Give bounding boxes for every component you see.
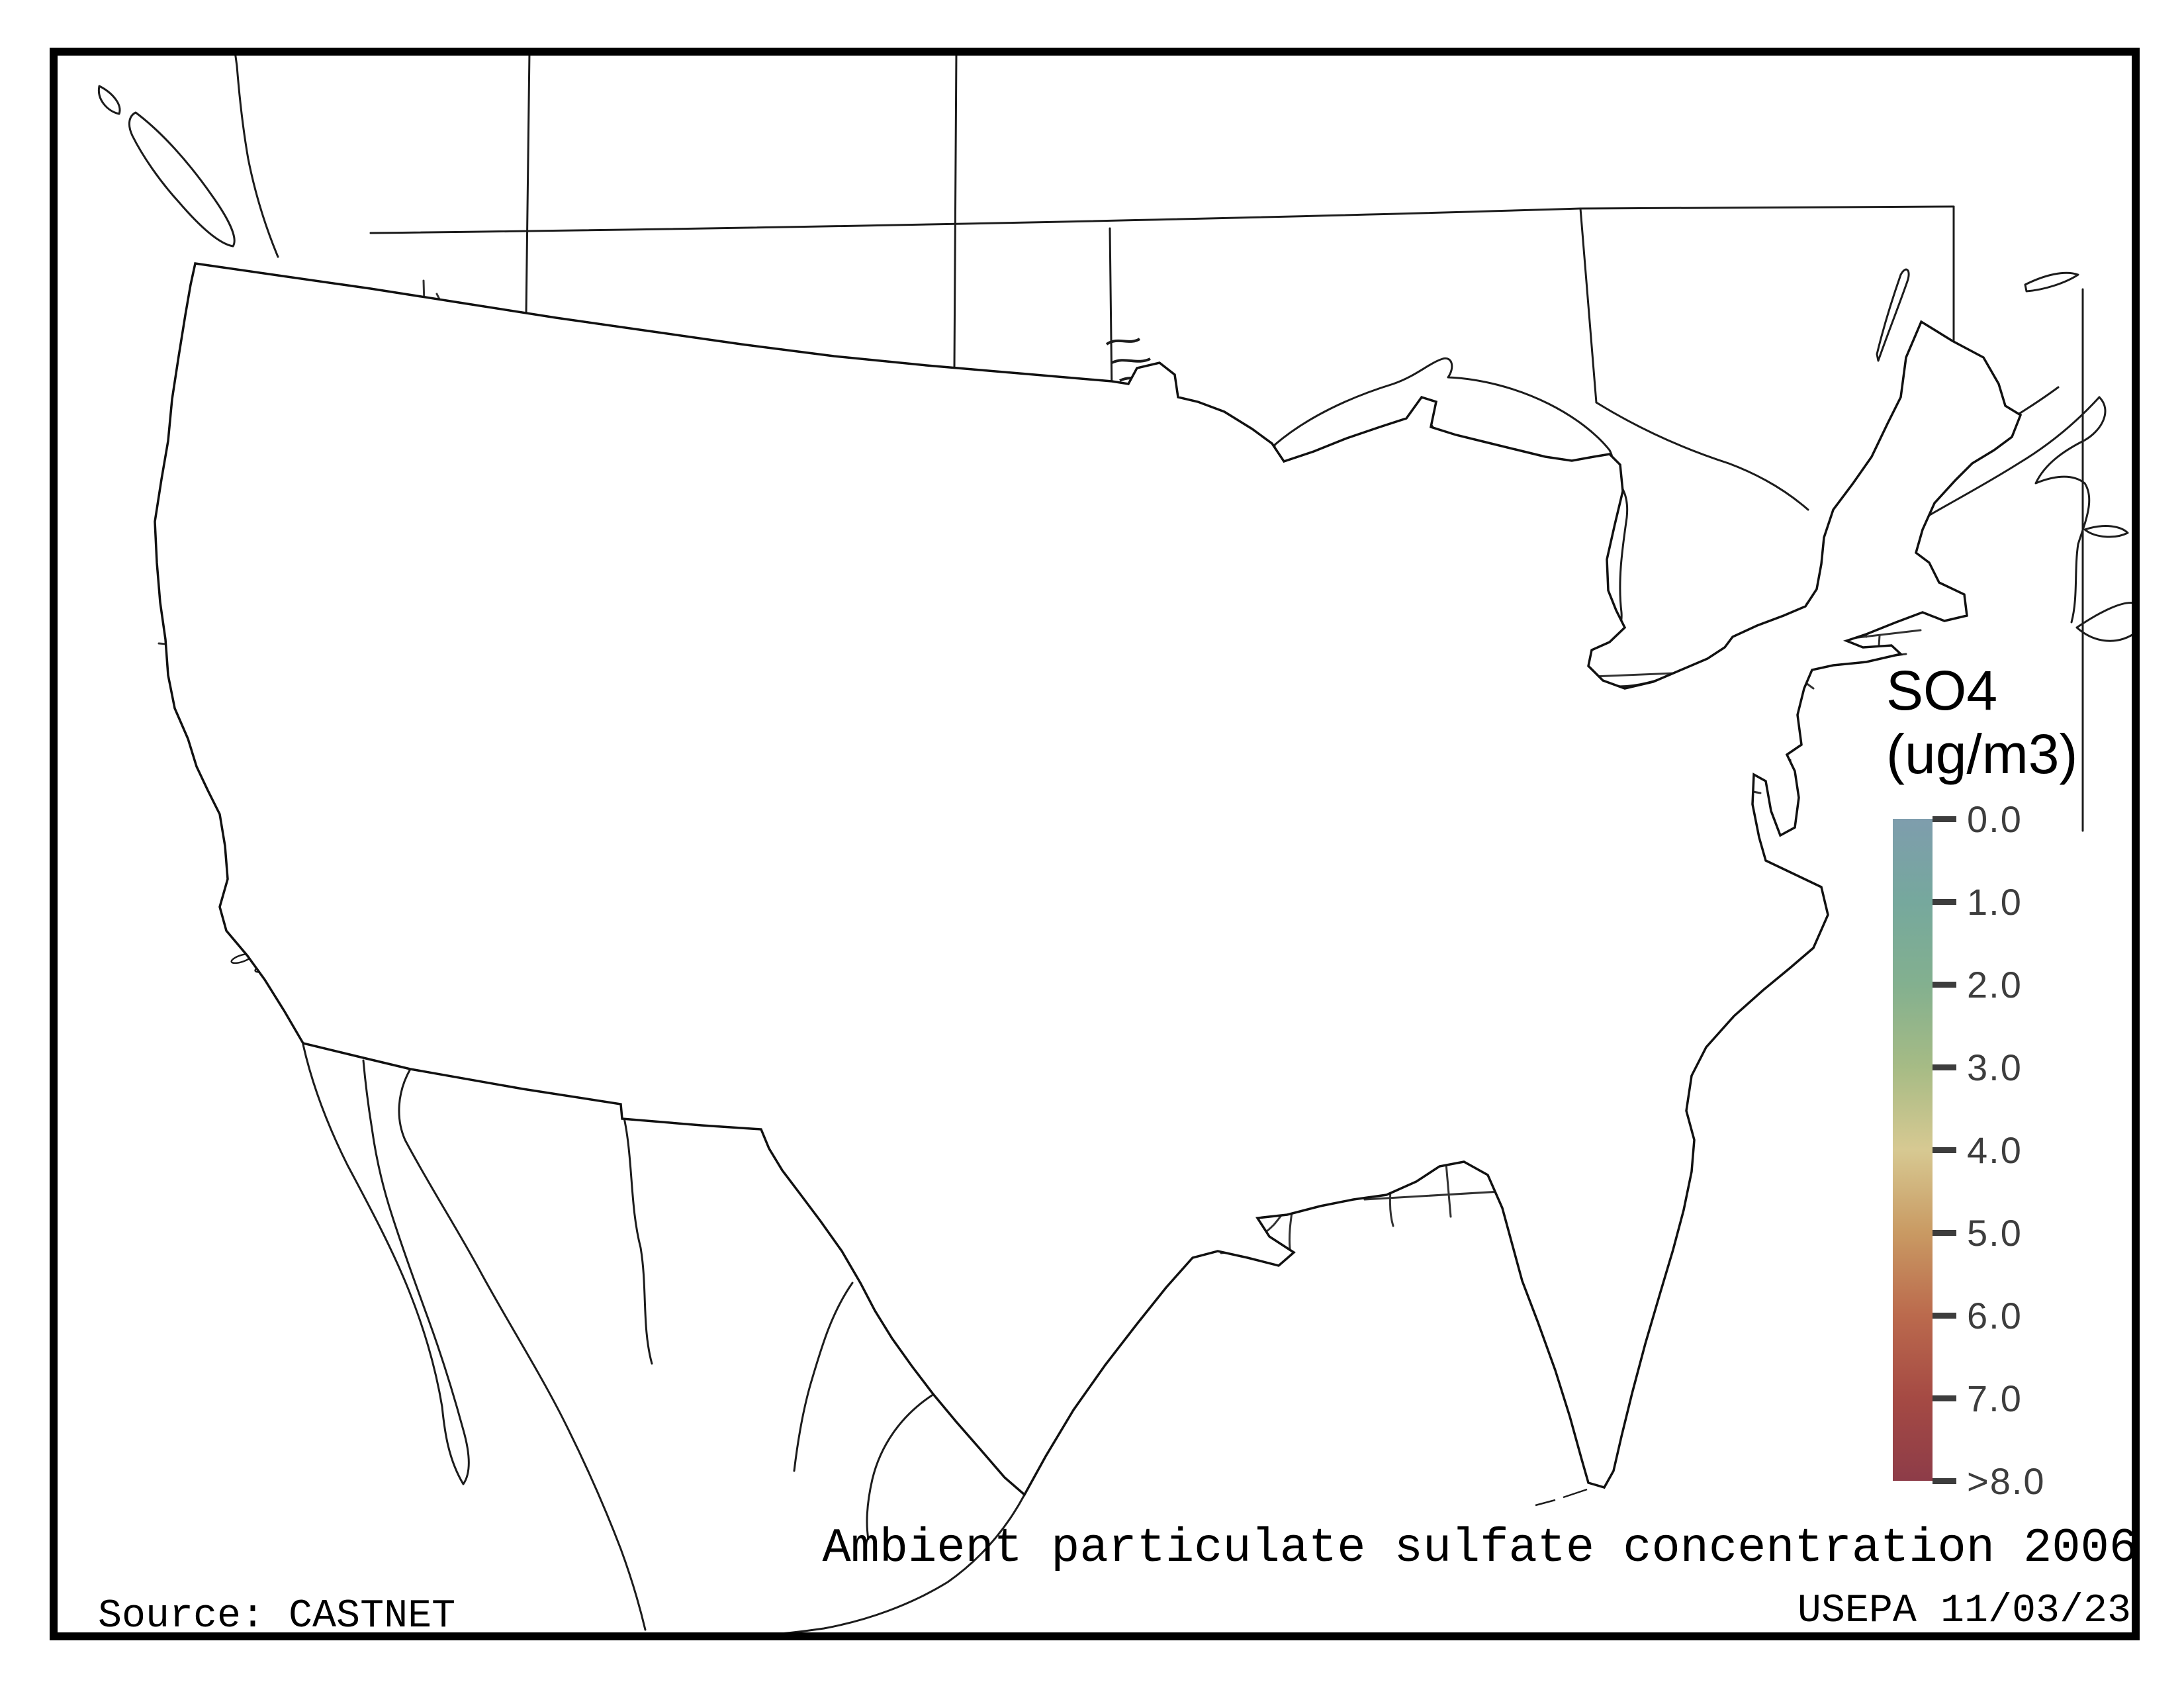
tick-label: 7.0 <box>1967 1378 2023 1419</box>
legend-title-line1: SO4 <box>1886 659 1998 722</box>
tick-label: 1.0 <box>1967 881 2023 923</box>
tick-dash <box>1933 1064 1956 1070</box>
tick-label: 4.0 <box>1967 1129 2023 1171</box>
tick-dash <box>1933 899 1956 905</box>
tick-label: 5.0 <box>1967 1212 2023 1254</box>
mexico-outline <box>302 1043 1026 1639</box>
map-title: Ambient particulate sulfate concentratio… <box>822 1521 2138 1575</box>
tick-dash <box>1933 1230 1956 1236</box>
plot-frame <box>50 48 2140 1640</box>
tick-dash <box>1933 816 1956 822</box>
tick-dash <box>1933 1478 1956 1484</box>
tick-label: 2.0 <box>1967 964 2023 1006</box>
source-credit: Source: CASTNET <box>98 1594 456 1639</box>
legend-title: SO4 (ug/m3) <box>1886 659 2077 786</box>
tick-dash <box>1933 1395 1956 1401</box>
tick-label: 0.0 <box>1967 798 2023 840</box>
tick-dash <box>1933 982 1956 988</box>
legend-title-line2: (ug/m3) <box>1886 723 2078 785</box>
tick-dash <box>1933 1147 1956 1153</box>
tick-label: >8.0 <box>1967 1460 2046 1502</box>
tick-label: 6.0 <box>1967 1295 2023 1336</box>
tick-label: 3.0 <box>1967 1047 2023 1088</box>
tick-dash <box>1933 1313 1956 1319</box>
agency-date: USEPA 11/03/23 <box>1797 1589 2131 1634</box>
legend-colorbar <box>1893 819 1933 1481</box>
